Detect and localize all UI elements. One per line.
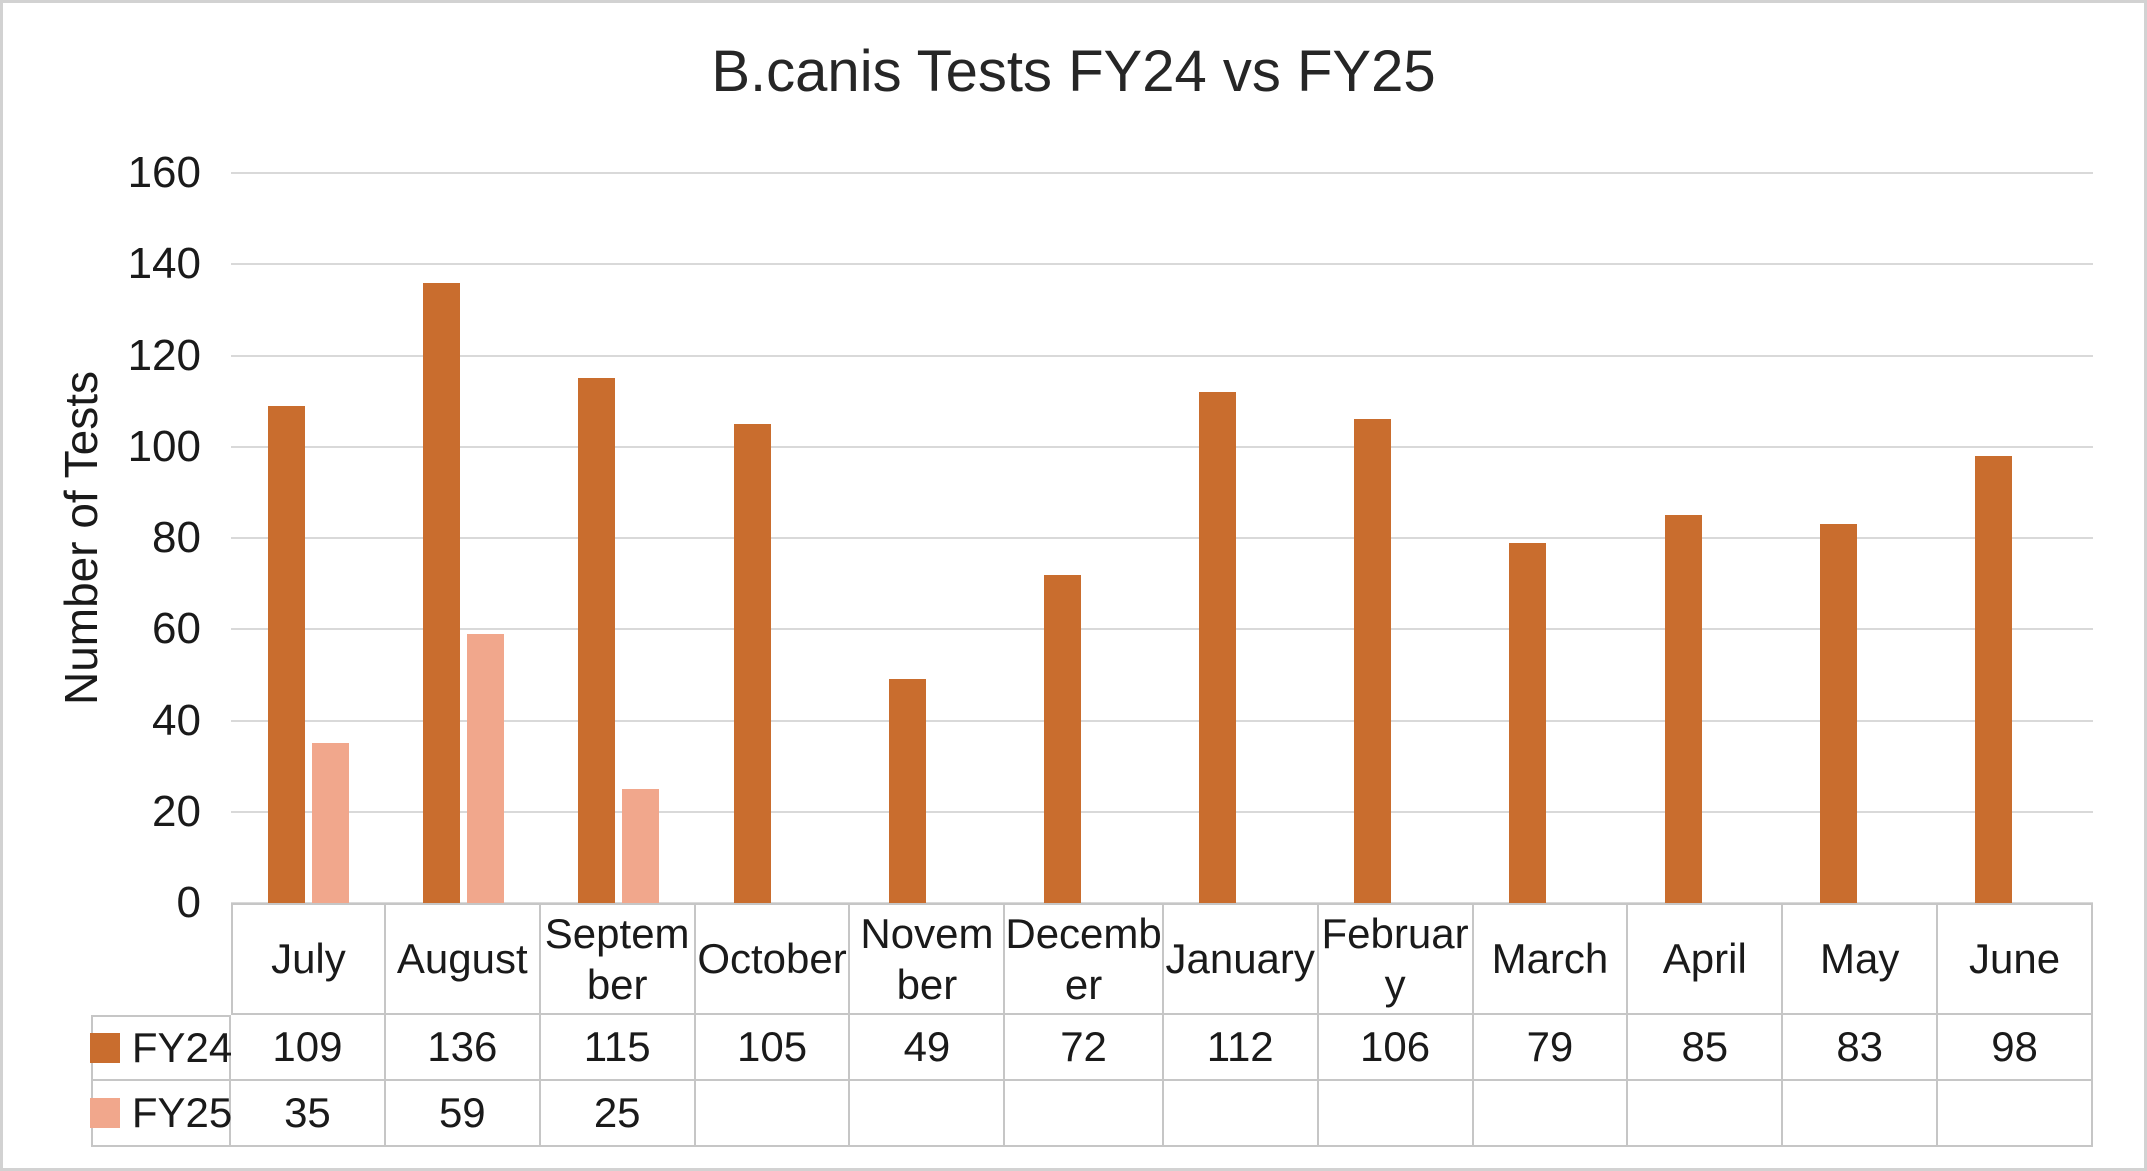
legend-cell-fy24: FY24 bbox=[89, 1015, 233, 1081]
bar-fy24-september bbox=[578, 378, 616, 903]
value-cell-fy24-september: 115 bbox=[540, 1015, 696, 1081]
month-header-cell-december: Decemb er bbox=[1005, 903, 1164, 1015]
bar-fy24-october bbox=[733, 423, 771, 903]
bar-fy24-august bbox=[423, 282, 461, 903]
category-slot-march bbox=[1472, 173, 1627, 903]
value-cell-fy24-february: 106 bbox=[1318, 1015, 1474, 1081]
category-slot-september bbox=[541, 173, 696, 903]
bar-fy24-november bbox=[888, 679, 926, 903]
month-header-cell-may: May bbox=[1783, 903, 1939, 1015]
table-corner-cell bbox=[91, 903, 231, 1015]
bar-fy24-may bbox=[1819, 524, 1857, 903]
gridline-160 bbox=[231, 172, 2093, 174]
value-cell-fy24-december: 72 bbox=[1005, 1015, 1164, 1081]
chart-title: B.canis Tests FY24 vs FY25 bbox=[711, 38, 1436, 104]
value-cell-fy25-january bbox=[1163, 1081, 1319, 1147]
gridline-140 bbox=[231, 263, 2093, 266]
value-cell-fy25-june bbox=[1938, 1081, 2093, 1147]
y-tick-label-0: 0 bbox=[176, 878, 201, 927]
legend-cell-fy25: FY25 bbox=[89, 1081, 233, 1147]
value-cell-fy24-april: 85 bbox=[1628, 1015, 1784, 1081]
y-tick-label-100: 100 bbox=[127, 421, 201, 471]
category-slot-june bbox=[1938, 173, 2093, 903]
gridline-120 bbox=[231, 354, 2093, 357]
gridline-60 bbox=[231, 628, 2093, 631]
category-slot-april bbox=[1628, 173, 1783, 903]
value-cell-fy25-may bbox=[1783, 1081, 1939, 1147]
legend-label-fy24: FY24 bbox=[131, 1024, 233, 1072]
legend-label-fy25: FY25 bbox=[131, 1089, 233, 1137]
y-tick-label-20: 20 bbox=[152, 786, 201, 836]
value-cell-fy25-february bbox=[1318, 1081, 1474, 1147]
value-cell-fy24-june: 98 bbox=[1938, 1015, 2093, 1081]
bar-fy25-august bbox=[467, 633, 505, 903]
bar-fy24-december bbox=[1043, 574, 1081, 903]
gridline-40 bbox=[231, 719, 2093, 722]
value-cell-fy25-september: 25 bbox=[540, 1081, 696, 1147]
plot-area bbox=[231, 172, 2093, 904]
y-tick-label-80: 80 bbox=[152, 513, 201, 562]
value-cell-fy25-december bbox=[1005, 1081, 1164, 1147]
y-tick-label-140: 140 bbox=[127, 239, 201, 289]
gridline-80 bbox=[231, 537, 2093, 539]
month-header-cell-april: April bbox=[1628, 903, 1784, 1015]
value-cell-fy25-july: 35 bbox=[231, 1081, 386, 1147]
value-cell-fy25-march bbox=[1473, 1081, 1629, 1147]
month-header-cell-november: Novem ber bbox=[850, 903, 1006, 1015]
bar-fy25-september bbox=[622, 788, 660, 903]
category-slot-july bbox=[231, 173, 386, 903]
value-cell-fy25-october bbox=[695, 1081, 851, 1147]
y-tick-label-40: 40 bbox=[152, 695, 201, 745]
bar-fy24-march bbox=[1509, 542, 1547, 903]
value-cell-fy24-july: 109 bbox=[231, 1015, 386, 1081]
bar-fy24-february bbox=[1354, 419, 1392, 903]
y-tick-label-120: 120 bbox=[127, 330, 201, 380]
bar-fy24-june bbox=[1974, 455, 2012, 903]
month-header-cell-february: Februar y bbox=[1318, 903, 1474, 1015]
category-slot-february bbox=[1317, 173, 1472, 903]
bar-fy25-july bbox=[312, 743, 350, 903]
y-tick-label-60: 60 bbox=[152, 604, 201, 654]
bar-fy24-january bbox=[1199, 392, 1237, 903]
category-slot-december bbox=[1007, 173, 1162, 903]
category-slot-january bbox=[1162, 173, 1317, 903]
month-header-cell-march: March bbox=[1473, 903, 1629, 1015]
month-header-cell-october: October bbox=[695, 903, 851, 1015]
bar-fy24-april bbox=[1664, 515, 1702, 903]
category-slot-august bbox=[386, 173, 541, 903]
value-cell-fy25-august: 59 bbox=[385, 1081, 541, 1147]
value-cell-fy25-november bbox=[850, 1081, 1006, 1147]
month-header-cell-june: June bbox=[1938, 903, 2093, 1015]
month-header-cell-july: July bbox=[231, 903, 386, 1015]
value-cell-fy24-august: 136 bbox=[385, 1015, 541, 1081]
value-cell-fy24-november: 49 bbox=[850, 1015, 1006, 1081]
data-table: July August Septem ber October Novem ber Dece… bbox=[89, 903, 2093, 1147]
bar-fy24-july bbox=[268, 405, 306, 903]
value-cell-fy25-april bbox=[1628, 1081, 1784, 1147]
legend-swatch-fy24 bbox=[89, 1033, 120, 1063]
value-cell-fy24-january: 112 bbox=[1163, 1015, 1319, 1081]
category-slot-november bbox=[852, 173, 1007, 903]
legend-swatch-fy25 bbox=[89, 1098, 120, 1128]
gridline-20 bbox=[231, 810, 2093, 813]
month-header-cell-january: January bbox=[1163, 903, 1319, 1015]
y-tick-label-160: 160 bbox=[127, 148, 201, 197]
value-cell-fy24-march: 79 bbox=[1473, 1015, 1629, 1081]
value-cell-fy24-october: 105 bbox=[695, 1015, 851, 1081]
category-slot-may bbox=[1783, 173, 1938, 903]
month-header-cell-august: August bbox=[385, 903, 541, 1015]
category-slot-october bbox=[697, 173, 852, 903]
value-cell-fy24-may: 83 bbox=[1783, 1015, 1939, 1081]
month-header-cell-september: Septem ber bbox=[540, 903, 696, 1015]
gridline-100 bbox=[231, 445, 2093, 448]
y-axis-ticks: 0 20 40 60 80 100 120 140 160 bbox=[3, 151, 215, 925]
